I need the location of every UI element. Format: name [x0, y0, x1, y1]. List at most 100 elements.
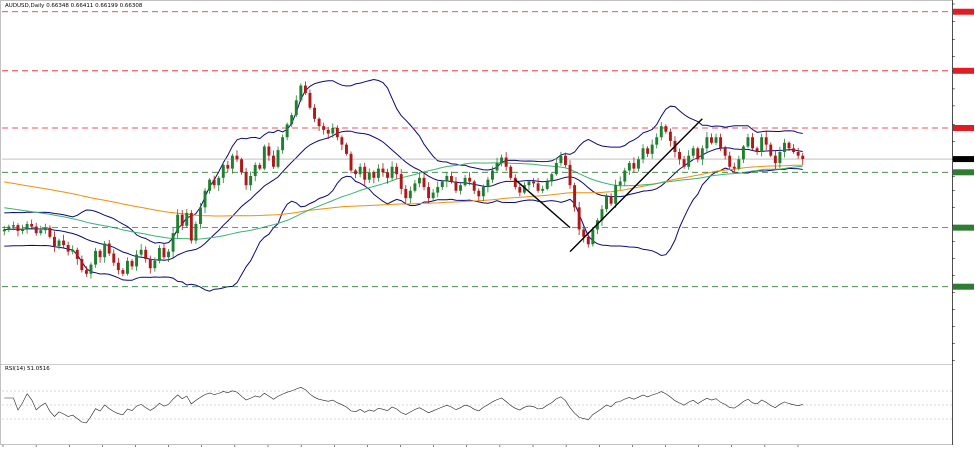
level-price-tag	[953, 8, 974, 15]
candle-body	[203, 190, 207, 208]
candle-body	[322, 126, 326, 130]
candle-body	[272, 155, 275, 167]
candle-body	[372, 172, 376, 178]
candle-body	[418, 177, 421, 184]
candle-body	[103, 243, 107, 258]
candle-body	[16, 225, 20, 231]
candle-body	[30, 223, 34, 227]
candle-body	[637, 159, 640, 169]
level-price-tag	[953, 67, 974, 74]
candle-body	[491, 170, 494, 180]
candle-body	[741, 146, 745, 160]
candle-body	[230, 155, 234, 169]
candle-body	[577, 207, 581, 230]
candle-body	[687, 155, 691, 167]
chart-title: AUDUSD,Daily 0.66348 0.66411 0.66199 0.6…	[5, 3, 143, 9]
candlesticks	[2, 81, 805, 279]
candle-body	[208, 179, 212, 191]
bollinger-upper	[4, 78, 803, 244]
candle-body	[43, 227, 47, 231]
candle-body	[285, 124, 289, 138]
candle-body	[57, 240, 61, 247]
candle-body	[176, 214, 180, 234]
candle-body	[39, 230, 43, 234]
candle-body	[522, 185, 526, 193]
candle-body	[568, 164, 572, 186]
candle-body	[139, 249, 143, 255]
candle-body	[303, 85, 307, 93]
candle-body	[335, 128, 339, 138]
candle-body	[650, 144, 654, 154]
candle-body	[486, 179, 490, 188]
trendlines	[514, 118, 703, 253]
candle-body	[691, 148, 695, 156]
candle-body	[326, 129, 330, 134]
candle-body	[664, 126, 668, 132]
candle-body	[386, 172, 389, 178]
candle-body	[751, 137, 754, 149]
candle-body	[235, 155, 239, 160]
candle-body	[591, 229, 595, 245]
rsi-guide-lines	[2, 390, 952, 420]
ma-slow-line	[4, 164, 803, 217]
level-price-tag	[953, 283, 974, 290]
candle-body	[167, 251, 170, 258]
candle-body	[554, 163, 558, 175]
candle-body	[349, 153, 353, 171]
candle-body	[94, 250, 97, 265]
candle-body	[668, 131, 672, 141]
trendline	[569, 118, 703, 253]
candle-body	[48, 227, 52, 237]
candle-body	[226, 164, 230, 169]
bollinger-bands	[4, 78, 803, 292]
candle-body	[262, 146, 266, 169]
candle-body	[609, 196, 613, 204]
candle-body	[98, 250, 102, 258]
candle-body	[34, 226, 38, 234]
candle-body	[564, 155, 567, 165]
candle-body	[760, 137, 764, 152]
moving-averages	[4, 162, 803, 240]
bollinger-middle	[4, 130, 803, 261]
candle-body	[331, 128, 335, 134]
candle-body	[728, 155, 732, 167]
candle-body	[582, 229, 586, 237]
candle-body	[468, 177, 472, 182]
candle-body	[632, 163, 636, 169]
candle-body	[162, 247, 166, 258]
candle-body	[157, 247, 161, 261]
candle-body	[463, 177, 467, 186]
candle-body	[527, 181, 531, 186]
candle-body	[358, 166, 362, 175]
candle-body	[646, 148, 650, 154]
price-tags	[953, 8, 974, 290]
candle-body	[627, 163, 631, 171]
candle-body	[445, 175, 449, 182]
candle-body	[253, 164, 257, 176]
candle-body	[532, 181, 535, 184]
candle-body	[641, 148, 645, 160]
candle-body	[399, 174, 403, 189]
level-price-tag	[953, 169, 974, 176]
candle-body	[408, 190, 412, 199]
candle-body	[130, 260, 134, 267]
candle-body	[700, 148, 704, 160]
candle-body	[112, 253, 116, 263]
candle-body	[299, 85, 303, 101]
candle-body	[459, 185, 462, 191]
ma-fast-line	[4, 162, 803, 240]
candle-body	[71, 249, 75, 252]
candle-body	[509, 166, 513, 178]
candle-body	[404, 188, 408, 199]
candle-body	[7, 226, 11, 230]
candle-body	[126, 260, 129, 274]
candle-body	[449, 175, 453, 182]
rsi-line	[4, 386, 803, 424]
candle-body	[171, 233, 175, 252]
candle-body	[659, 126, 663, 138]
rsi-series-line	[4, 386, 803, 424]
candle-body	[53, 236, 56, 247]
candle-body	[545, 181, 549, 189]
candle-body	[240, 159, 243, 173]
